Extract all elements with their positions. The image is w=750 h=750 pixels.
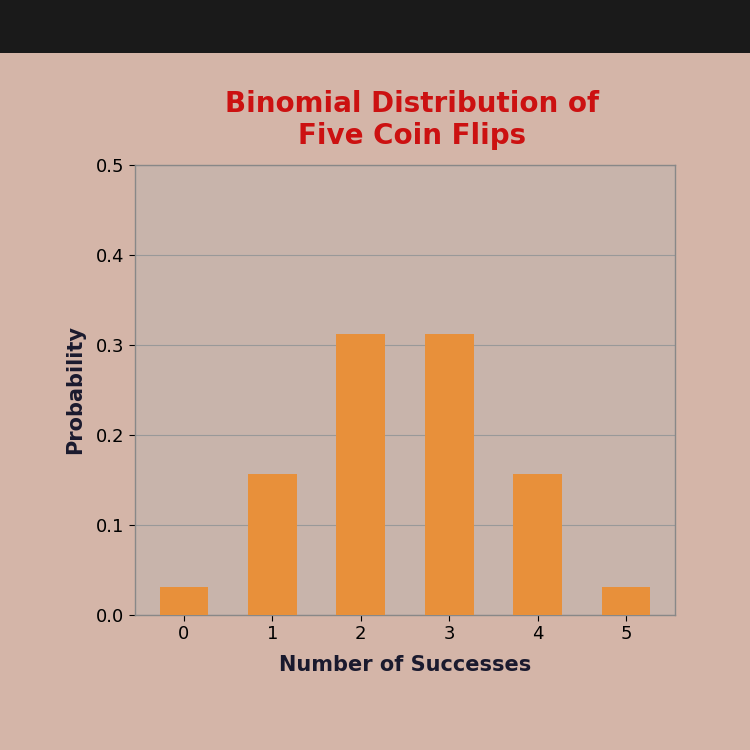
Bar: [248, 475, 297, 615]
Y-axis label: Probability: Probability: [65, 326, 85, 454]
Bar: [337, 334, 385, 615]
Bar: [513, 475, 562, 615]
Text: Binomial Distribution of
Five Coin Flips: Binomial Distribution of Five Coin Flips: [226, 90, 599, 150]
Bar: [602, 586, 650, 615]
X-axis label: Number of Successes: Number of Successes: [279, 655, 531, 674]
Bar: [160, 586, 209, 615]
Bar: [425, 334, 473, 615]
